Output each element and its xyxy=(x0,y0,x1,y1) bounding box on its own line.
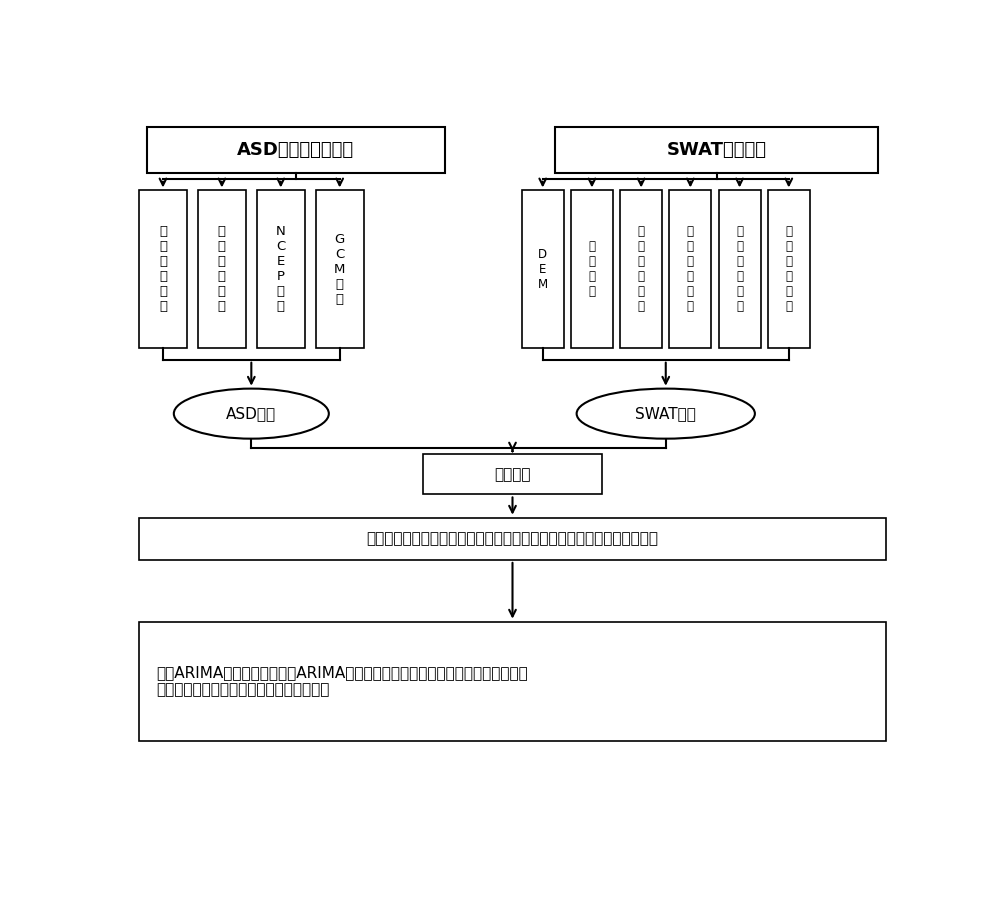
FancyBboxPatch shape xyxy=(620,190,662,348)
Text: 实
测
径
流
数
据: 实 测 径 流 数 据 xyxy=(785,226,792,313)
Text: 模型耦合: 模型耦合 xyxy=(494,467,531,482)
FancyBboxPatch shape xyxy=(316,190,364,348)
Text: SWAT模型: SWAT模型 xyxy=(635,406,696,421)
FancyBboxPatch shape xyxy=(719,190,761,348)
FancyBboxPatch shape xyxy=(139,190,187,348)
Text: G
C
M
数
据: G C M 数 据 xyxy=(334,233,345,305)
FancyBboxPatch shape xyxy=(571,190,613,348)
Text: 实
测
降
水
数
据: 实 测 降 水 数 据 xyxy=(218,226,226,313)
Text: 建立ARIMA模型，采用建立的ARIMA模型做洪峰序列的随机模拟，计算出未来气候
变化下超设计洪水位和校核洪水位的风险率: 建立ARIMA模型，采用建立的ARIMA模型做洪峰序列的随机模拟，计算出未来气候… xyxy=(156,665,528,698)
Text: 实
测
气
温
数
据: 实 测 气 温 数 据 xyxy=(736,226,743,313)
FancyBboxPatch shape xyxy=(423,455,602,495)
Ellipse shape xyxy=(577,389,755,439)
FancyBboxPatch shape xyxy=(139,622,886,741)
FancyBboxPatch shape xyxy=(768,190,810,348)
FancyBboxPatch shape xyxy=(198,190,246,348)
Text: 进行气候变化下未来径流模拟，并由气候变化下未来日径流计算出年洪峰: 进行气候变化下未来径流模拟，并由气候变化下未来日径流计算出年洪峰 xyxy=(366,531,658,546)
Text: 实
测
降
水
数
据: 实 测 降 水 数 据 xyxy=(687,226,694,313)
Ellipse shape xyxy=(174,389,329,439)
Text: 土
壤
数
据: 土 壤 数 据 xyxy=(588,240,595,298)
Text: ASD模型: ASD模型 xyxy=(226,406,276,421)
FancyBboxPatch shape xyxy=(669,190,711,348)
FancyBboxPatch shape xyxy=(555,127,878,173)
FancyBboxPatch shape xyxy=(147,127,445,173)
Text: 土
地
利
用
数
据: 土 地 利 用 数 据 xyxy=(638,226,645,313)
Text: N
C
E
P
数
据: N C E P 数 据 xyxy=(276,226,286,313)
FancyBboxPatch shape xyxy=(139,517,886,560)
FancyBboxPatch shape xyxy=(257,190,305,348)
Text: D
E
M: D E M xyxy=(538,247,548,291)
Text: SWAT模型构建: SWAT模型构建 xyxy=(667,141,767,159)
Text: ASD降尺度模型构建: ASD降尺度模型构建 xyxy=(237,141,354,159)
FancyBboxPatch shape xyxy=(522,190,564,348)
Text: 实
测
气
温
数
据: 实 测 气 温 数 据 xyxy=(159,226,167,313)
